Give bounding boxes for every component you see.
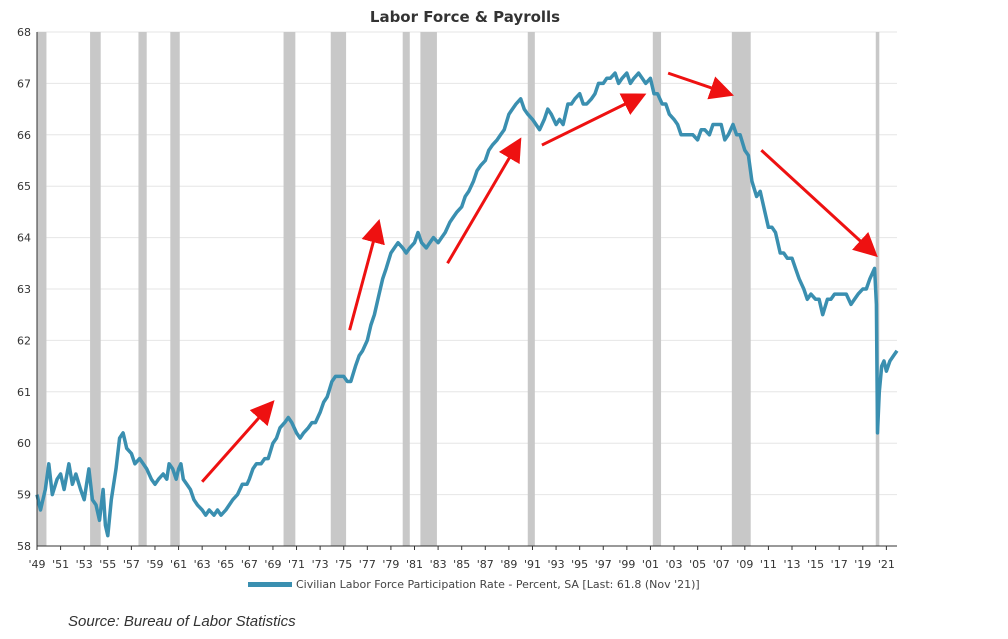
x-tick-label: '75 <box>335 558 352 571</box>
recession-band <box>402 32 410 546</box>
grid-lines <box>37 31 897 547</box>
y-tick-label: 67 <box>17 77 31 90</box>
x-tick-label: '57 <box>123 558 140 571</box>
x-tick-label: '09 <box>736 558 753 571</box>
y-tick-label: 68 <box>17 26 31 39</box>
series-layer <box>35 71 899 538</box>
trend-arrow <box>446 137 522 265</box>
trend-arrow <box>201 400 275 483</box>
x-tick-label: '03 <box>666 558 683 571</box>
chart-title: Labor Force & Payrolls <box>369 8 561 26</box>
trend-arrow <box>541 93 647 147</box>
x-tick-label: '07 <box>713 558 730 571</box>
x-tick-label: '59 <box>146 558 163 571</box>
x-tick-label: '79 <box>382 558 399 571</box>
x-tick-label: '13 <box>783 558 800 571</box>
y-tick-label: 63 <box>17 283 31 296</box>
recession-band <box>420 32 437 546</box>
x-tick-label: '61 <box>170 558 187 571</box>
y-tick-label: 66 <box>17 129 31 142</box>
trend-arrow <box>348 218 385 331</box>
recession-band <box>527 32 535 546</box>
x-tick-label: '63 <box>194 558 211 571</box>
x-tick-label: '99 <box>618 558 635 571</box>
x-tick-label: '73 <box>312 558 329 571</box>
source-note: Source: Bureau of Labor Statistics <box>68 613 296 630</box>
recession-band <box>138 32 147 546</box>
y-tick-label: 65 <box>17 180 31 193</box>
x-tick-label: '85 <box>453 558 470 571</box>
recession-bands <box>37 32 880 546</box>
recession-band <box>875 32 880 546</box>
x-tick-label: '53 <box>76 558 93 571</box>
x-tick-label: '11 <box>760 558 777 571</box>
y-tick-label: 60 <box>17 437 31 450</box>
x-tick-label: '15 <box>807 558 824 571</box>
recession-band <box>90 32 101 546</box>
trend-arrows <box>201 71 878 483</box>
x-tick-label: '93 <box>548 558 565 571</box>
x-tick-label: '97 <box>595 558 612 571</box>
x-tick-label: '05 <box>689 558 706 571</box>
x-tick-label: '83 <box>430 558 447 571</box>
x-tick-label: '55 <box>99 558 116 571</box>
x-tick-label: '65 <box>217 558 234 571</box>
trend-arrow <box>760 149 878 258</box>
legend-label: Civilian Labor Force Participation Rate … <box>296 578 700 591</box>
recession-band <box>283 32 296 546</box>
x-tick-label: '69 <box>264 558 281 571</box>
x-tick-labels: '49 '51 '53 '55 '57 '59 '61 '63 '65 '67 '69 '71 '73 '… <box>28 558 894 571</box>
x-tick-label: '21 <box>878 558 895 571</box>
x-tick-label: '17 <box>831 558 848 571</box>
legend-swatch <box>248 582 292 587</box>
recession-band <box>731 32 751 546</box>
y-tick-label: 61 <box>17 386 31 399</box>
x-tick-label: '67 <box>241 558 258 571</box>
y-tick-label: 62 <box>17 334 31 347</box>
x-tick-label: '77 <box>359 558 376 571</box>
x-tick-label: '49 <box>28 558 45 571</box>
y-tick-label: 58 <box>17 540 31 553</box>
axes <box>36 32 897 550</box>
series-line <box>35 71 899 538</box>
y-tick-labels: 58 59 60 61 62 63 64 65 66 67 68 <box>17 26 31 553</box>
x-tick-label: '81 <box>406 558 423 571</box>
recession-band <box>652 32 662 546</box>
y-tick-label: 59 <box>17 489 31 502</box>
x-tick-label: '91 <box>524 558 541 571</box>
x-tick-label: '19 <box>854 558 871 571</box>
x-tick-label: '01 <box>642 558 659 571</box>
recession-band <box>37 32 47 546</box>
legend: Civilian Labor Force Participation Rate … <box>248 578 700 591</box>
recession-band <box>170 32 180 546</box>
recession-band <box>330 32 347 546</box>
x-tick-label: '89 <box>500 558 517 571</box>
trend-arrow <box>667 71 734 100</box>
x-tick-label: '51 <box>52 558 69 571</box>
x-tick-label: '71 <box>288 558 305 571</box>
x-tick-label: '95 <box>571 558 588 571</box>
y-tick-label: 64 <box>17 232 31 245</box>
x-tick-label: '87 <box>477 558 494 571</box>
